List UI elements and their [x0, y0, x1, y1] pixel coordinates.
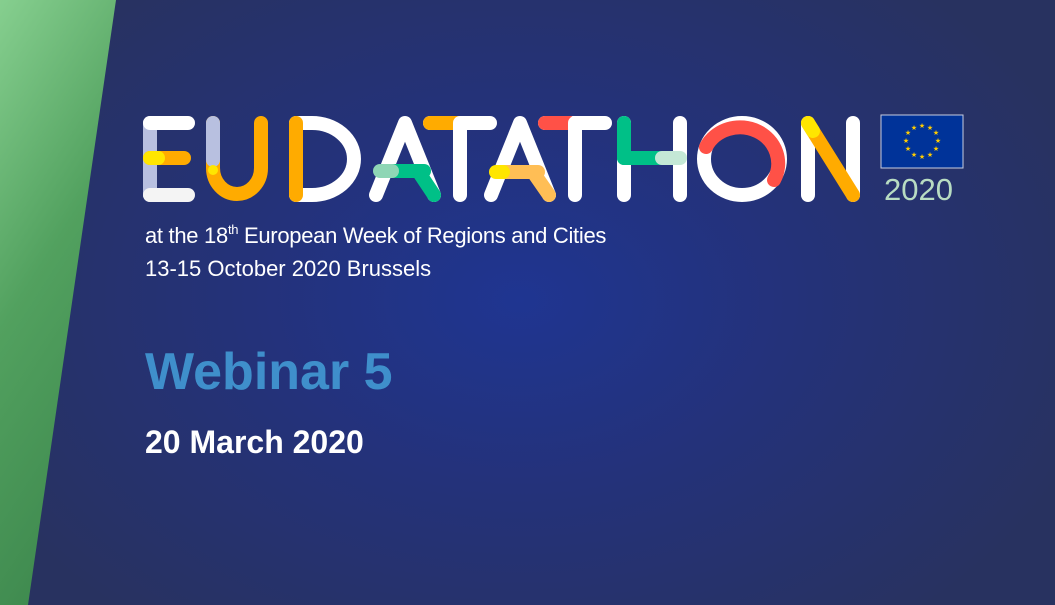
svg-text:★: ★	[933, 129, 939, 137]
svg-text:★: ★	[927, 151, 933, 159]
svg-text:★: ★	[933, 145, 939, 153]
event-subtitle: at the 18th European Week of Regions and…	[145, 222, 606, 249]
eu-flag-icon: ★ ★★ ★★★ ★★★ ★★★	[880, 114, 964, 169]
svg-text:★: ★	[905, 145, 911, 153]
event-dates: 13-15 October 2020 Brussels	[145, 256, 432, 281]
svg-text:★: ★	[911, 124, 917, 132]
svg-text:★: ★	[919, 122, 925, 130]
svg-text:★: ★	[905, 129, 911, 137]
subtitle-ordinal: th	[227, 222, 239, 237]
subtitle-prefix: at the 18	[145, 223, 228, 248]
svg-text:★: ★	[927, 124, 933, 132]
webinar-date: 20 March 2020	[145, 424, 364, 460]
svg-text:★: ★	[935, 137, 941, 145]
svg-text:★: ★	[919, 153, 925, 161]
subtitle-suffix: European Week of Regions and Cities	[238, 223, 607, 248]
webinar-title: Webinar 5	[145, 343, 393, 401]
logo-year: 2020	[884, 172, 953, 207]
svg-text:★: ★	[911, 151, 917, 159]
svg-text:★: ★	[903, 137, 909, 145]
